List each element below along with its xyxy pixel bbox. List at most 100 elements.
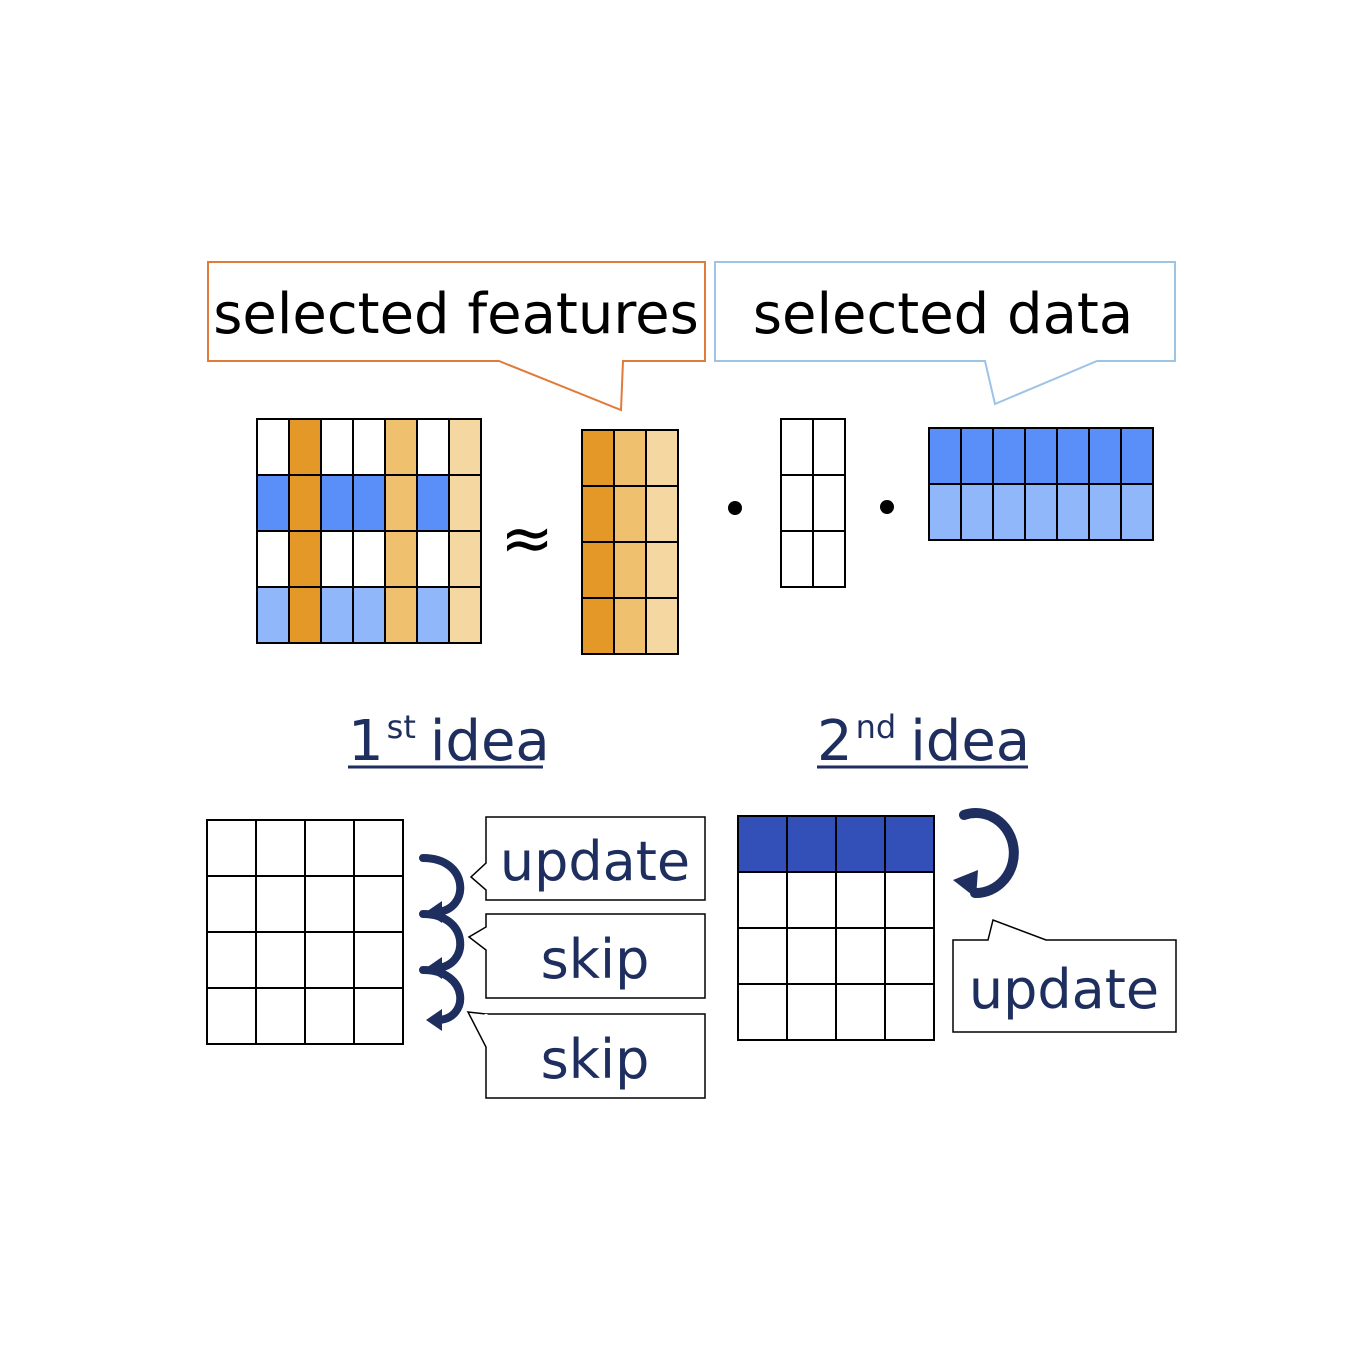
multiply-dot-2 [880,500,894,514]
loop-arrowhead-icon [953,870,978,898]
matrix-x-cell [288,586,322,644]
matrix-x-cell [416,530,450,588]
idea1-grid-cell [304,931,355,989]
matrix-x-cell [448,418,482,476]
matrix-x-cell [384,474,418,532]
matrix-r-cell [1088,427,1122,485]
idea2-grid-cell [884,983,935,1041]
matrix-x-cell [352,586,386,644]
matrix-x-cell [256,418,290,476]
idea2-grid-cell [835,983,886,1041]
matrix-x-cell [320,418,354,476]
matrix-c-cell [581,541,615,599]
idea2-grid-cell [786,983,837,1041]
idea1-number: 1 [348,709,384,774]
idea2-loop-arrow [953,808,1019,899]
idea1-grid-cell [255,875,306,933]
arrowhead-icon-1 [426,901,442,923]
matrix-x-cell [384,418,418,476]
matrix-r-cell [1088,483,1122,541]
idea2-grid-cell [884,871,935,929]
idea1-arrowheads [426,901,442,1031]
matrix-c-cell [645,597,679,655]
idea1-grid-cell [353,987,404,1045]
idea1-grid-cell [353,875,404,933]
idea1-label-skip1-text: skip [541,928,650,991]
arrowhead-icon-3 [426,1009,442,1031]
matrix-x-cell [416,474,450,532]
matrix-r-cell [1056,427,1090,485]
matrix-r-cell [1024,483,1058,541]
matrix-x-cell [384,530,418,588]
matrix-r-cell [1120,483,1154,541]
matrix-x-cell [288,474,322,532]
matrix-r-cell [1056,483,1090,541]
matrix-x-cell [320,586,354,644]
matrix-x-cell [352,474,386,532]
idea2-grid-cell [737,871,788,929]
matrix-x-cell [416,418,450,476]
idea1-label-update: update [469,816,706,901]
approx-symbol: ≈ [500,502,554,576]
matrix-c-cell [645,541,679,599]
matrix-x-cell [288,418,322,476]
idea1-grid-cell [206,987,257,1045]
idea2-grid [737,815,935,1041]
matrix-u-cell [780,418,814,476]
idea2-grid-cell [737,927,788,985]
matrix-c-cell [613,429,647,487]
callout-features-text: selected features [213,282,699,347]
matrix-r-cell [960,483,994,541]
idea1-grid-cell [304,987,355,1045]
idea2-grid-cell [786,927,837,985]
matrix-x-cell [288,530,322,588]
matrix-x-cell [352,530,386,588]
idea1-grid-cell [255,987,306,1045]
matrix-c-cell [613,485,647,543]
idea1-word: idea [430,709,550,774]
matrix-r-cell [992,483,1026,541]
idea2-superscript: nd [856,708,897,746]
matrix-u-cell [812,474,846,532]
idea2-grid-cell [786,815,837,873]
matrix-r-cell [1024,427,1058,485]
callout-selected-data: selected data [714,261,1176,406]
idea1-superscript: st [387,708,416,746]
matrix-x-data [256,418,482,644]
matrix-x-cell [352,418,386,476]
matrix-r-cell [960,427,994,485]
idea1-grid-cell [304,819,355,877]
idea2-label-update-text: update [969,958,1159,1021]
matrix-x-cell [384,586,418,644]
matrix-x-cell [256,586,290,644]
idea2-grid-cell [786,871,837,929]
arrow-curve-icon-1 [419,854,465,916]
idea1-grid-cell [206,931,257,989]
matrix-r-cell [992,427,1026,485]
idea1-grid-cell [304,875,355,933]
idea1-grid-cell [255,931,306,989]
idea1-grid-cell [206,875,257,933]
idea1-grid-cell [255,819,306,877]
loop-arrow-icon [959,808,1019,899]
matrix-x-cell [256,474,290,532]
callout-selected-features: selected features [207,261,706,412]
matrix-x-cell [320,474,354,532]
matrix-x-cell [448,586,482,644]
idea1-grid [206,819,404,1045]
matrix-u-cell [812,418,846,476]
idea2-grid-cell [835,927,886,985]
matrix-c-cell [645,429,679,487]
matrix-x-cell [448,530,482,588]
idea1-grid-cell [353,931,404,989]
idea2-word: idea [910,709,1030,774]
matrix-c-cell [613,597,647,655]
matrix-r-cell [1120,427,1154,485]
idea1-label-update-text: update [500,830,690,893]
matrix-x-cell [256,530,290,588]
matrix-u-cell [780,474,814,532]
idea1-grid-cell [206,819,257,877]
